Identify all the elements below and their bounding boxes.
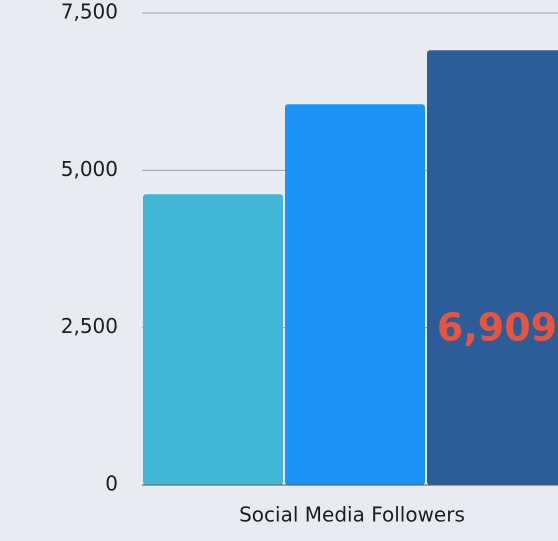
y-tick-label: 2,500 xyxy=(61,314,118,338)
x-tick-label: Social Media Followers xyxy=(239,503,465,527)
bar xyxy=(285,104,425,486)
data-label: 6,909 xyxy=(437,306,557,350)
y-tick-label: 7,500 xyxy=(61,0,118,24)
bar xyxy=(427,50,558,485)
bar xyxy=(143,194,283,486)
y-tick-label: 0 xyxy=(105,472,118,496)
y-tick-label: 5,000 xyxy=(61,157,118,181)
